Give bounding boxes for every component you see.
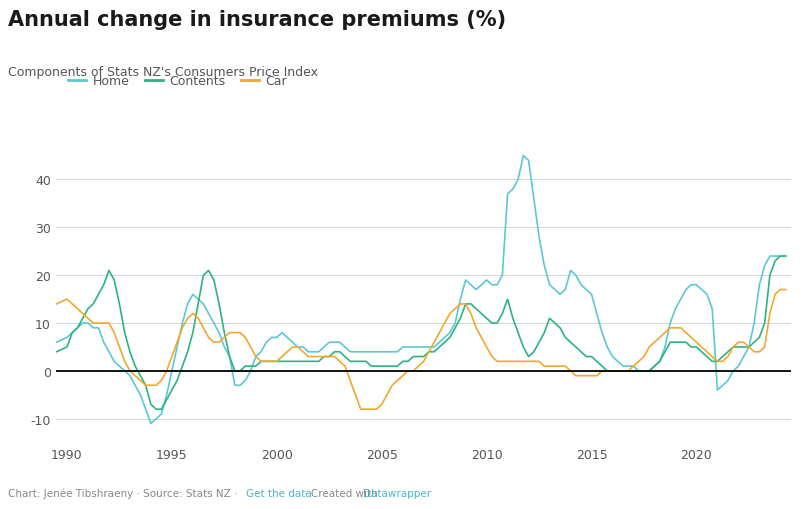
Text: · Created with: · Created with xyxy=(301,488,381,498)
Text: Datawrapper: Datawrapper xyxy=(363,488,431,498)
Text: Chart: Jenée Tibshraeny · Source: Stats NZ ·: Chart: Jenée Tibshraeny · Source: Stats … xyxy=(8,487,240,498)
Text: Get the data: Get the data xyxy=(246,488,312,498)
Text: Annual change in insurance premiums (%): Annual change in insurance premiums (%) xyxy=(8,10,506,30)
Legend: Home, Contents, Car: Home, Contents, Car xyxy=(63,70,292,93)
Text: Components of Stats NZ's Consumers Price Index: Components of Stats NZ's Consumers Price… xyxy=(8,66,318,79)
